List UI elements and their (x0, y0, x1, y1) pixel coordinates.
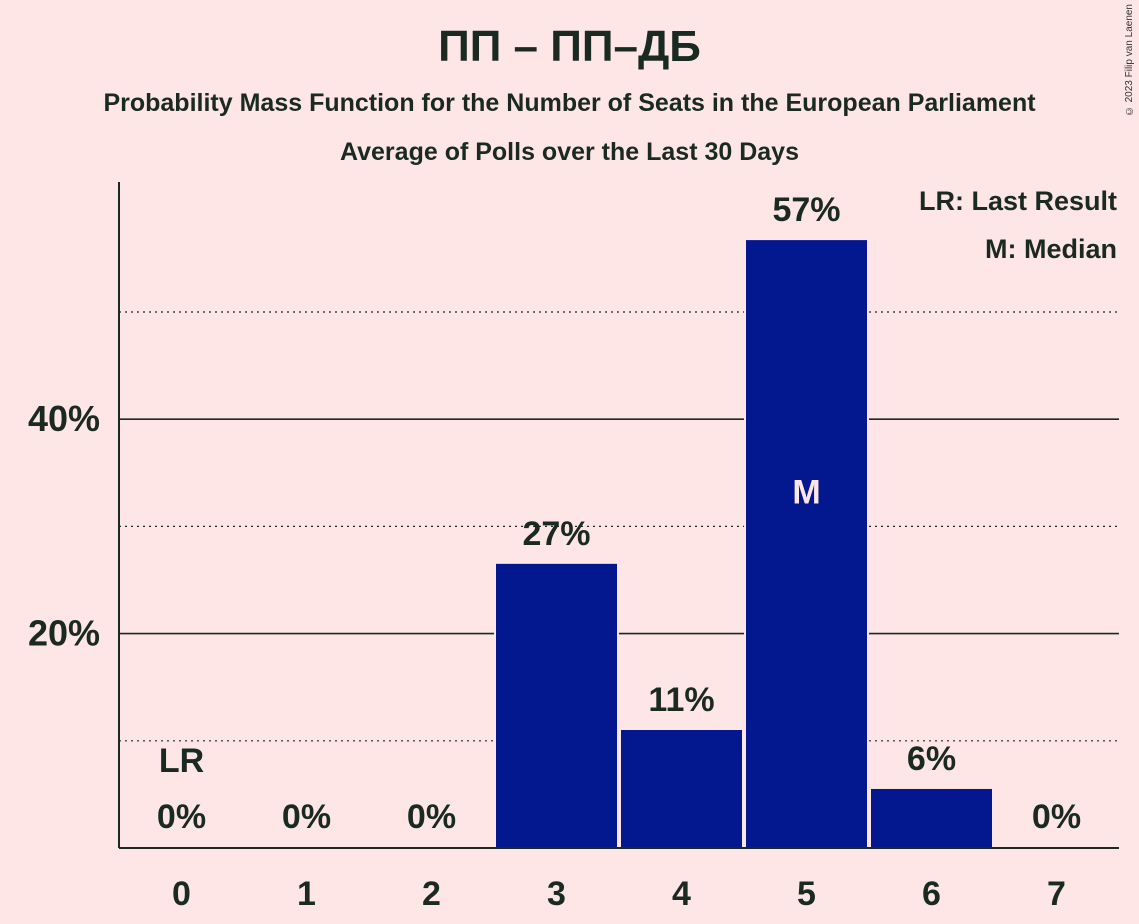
y-tick-label: 40% (28, 398, 100, 439)
bar (869, 786, 994, 850)
bar (494, 561, 619, 850)
data-label: 57% (772, 191, 840, 229)
x-tick-label: 4 (672, 875, 691, 913)
x-tick-label: 1 (297, 875, 316, 913)
data-label: 11% (648, 681, 714, 719)
legend-median: M: Median (985, 234, 1117, 264)
y-tick-label: 20% (28, 613, 100, 654)
chart-subtitle-secondary: Average of Polls over the Last 30 Days (340, 138, 799, 166)
x-tick-label: 5 (797, 875, 816, 913)
x-tick-label: 2 (422, 875, 441, 913)
data-label: 0% (282, 798, 331, 836)
chart-title: ПП – ПП–ДБ (438, 22, 701, 71)
median-marker: M (792, 474, 820, 512)
data-label: 6% (907, 740, 956, 778)
x-tick-label: 6 (922, 875, 941, 913)
bar (619, 728, 744, 849)
x-tick-label: 0 (172, 875, 191, 913)
data-label: 0% (1032, 798, 1081, 836)
data-label: 0% (157, 798, 206, 836)
x-tick-label: 3 (547, 875, 566, 913)
chart-subtitle: Probability Mass Function for the Number… (103, 89, 1036, 117)
last-result-marker: LR (159, 742, 204, 780)
bar (744, 238, 869, 849)
x-tick-label: 7 (1047, 875, 1066, 913)
legend-last-result: LR: Last Result (919, 186, 1117, 216)
data-label: 0% (407, 798, 456, 836)
data-label: 27% (522, 515, 590, 553)
